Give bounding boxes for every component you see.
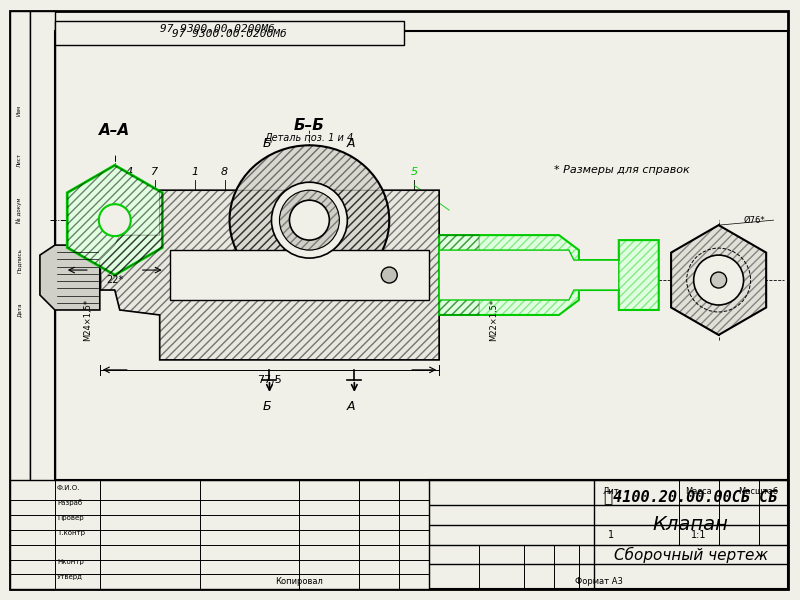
Polygon shape [100,190,494,360]
Text: Масштаб: Масштаб [738,487,778,496]
Text: Провер: Провер [57,515,83,521]
Text: Лит: Лит [602,487,619,496]
Ellipse shape [230,145,390,295]
Text: 97 9300.00.0200Мб: 97 9300.00.0200Мб [172,29,287,38]
Text: Деталь поз. 1 и 4: Деталь поз. 1 и 4 [265,133,354,143]
Text: 97 9300.00.0200Мб: 97 9300.00.0200Мб [160,23,274,34]
Text: Подпись: Подпись [17,248,22,272]
Text: Клапан: Клапан [653,515,729,534]
Circle shape [382,267,398,283]
Circle shape [99,204,130,236]
Bar [10,479,429,589]
Text: 8: 8 [221,167,228,177]
Polygon shape [671,225,766,335]
Text: 6: 6 [281,167,288,177]
Circle shape [694,255,743,305]
Text: 22*: 22* [106,275,123,285]
Text: Б: Б [262,400,271,413]
Circle shape [271,182,347,258]
Circle shape [290,200,330,240]
Text: Ø76*: Ø76* [743,215,766,224]
Text: ѱ4100.20.00.00СБ СБ: ѱ4100.20.00.00СБ СБ [604,490,778,505]
Circle shape [279,190,339,250]
Text: Ф.И.О.: Ф.И.О. [57,485,80,491]
Bar [30,11,55,589]
Text: 7: 7 [151,167,158,177]
Text: Масса: Масса [686,487,712,496]
Text: Т.контр: Т.контр [57,530,85,536]
Text: * Размеры для справок: * Размеры для справок [554,165,690,175]
Bar [429,479,789,589]
Text: Сборочный чертеж: Сборочный чертеж [614,547,768,563]
Text: 1: 1 [191,167,198,177]
Text: № докум: № докум [16,197,22,223]
Text: А: А [347,400,355,413]
Text: 9: 9 [330,167,338,177]
Text: А: А [347,137,355,150]
Text: 77,5: 77,5 [257,375,282,385]
Polygon shape [439,235,658,315]
Bar [55,31,789,479]
Text: M24×1,5*: M24×1,5* [83,299,92,341]
Text: Б: Б [262,137,271,150]
Text: Копировал: Копировал [275,577,323,586]
Text: Изм: Изм [17,105,22,116]
Text: Утверд: Утверд [57,574,82,580]
Text: Разраб: Разраб [57,499,82,506]
Text: Нконтр: Нконтр [57,559,84,565]
Polygon shape [55,260,100,290]
Text: Б–Б: Б–Б [294,118,325,133]
Text: Формат А3: Формат А3 [575,577,622,586]
Text: 1:1: 1:1 [691,530,706,539]
Text: M22×1,5*: M22×1,5* [490,299,498,341]
Text: Дата: Дата [17,302,22,317]
Circle shape [710,272,726,288]
Bar [10,11,30,589]
Text: А–А: А–А [99,123,130,138]
Bar [55,20,404,46]
Text: Лист: Лист [17,153,22,167]
Polygon shape [67,165,162,275]
Polygon shape [439,250,619,300]
Polygon shape [170,250,429,300]
Text: 5: 5 [410,167,418,177]
Text: 1: 1 [608,530,614,539]
Text: 4: 4 [126,167,134,177]
Polygon shape [40,245,100,310]
